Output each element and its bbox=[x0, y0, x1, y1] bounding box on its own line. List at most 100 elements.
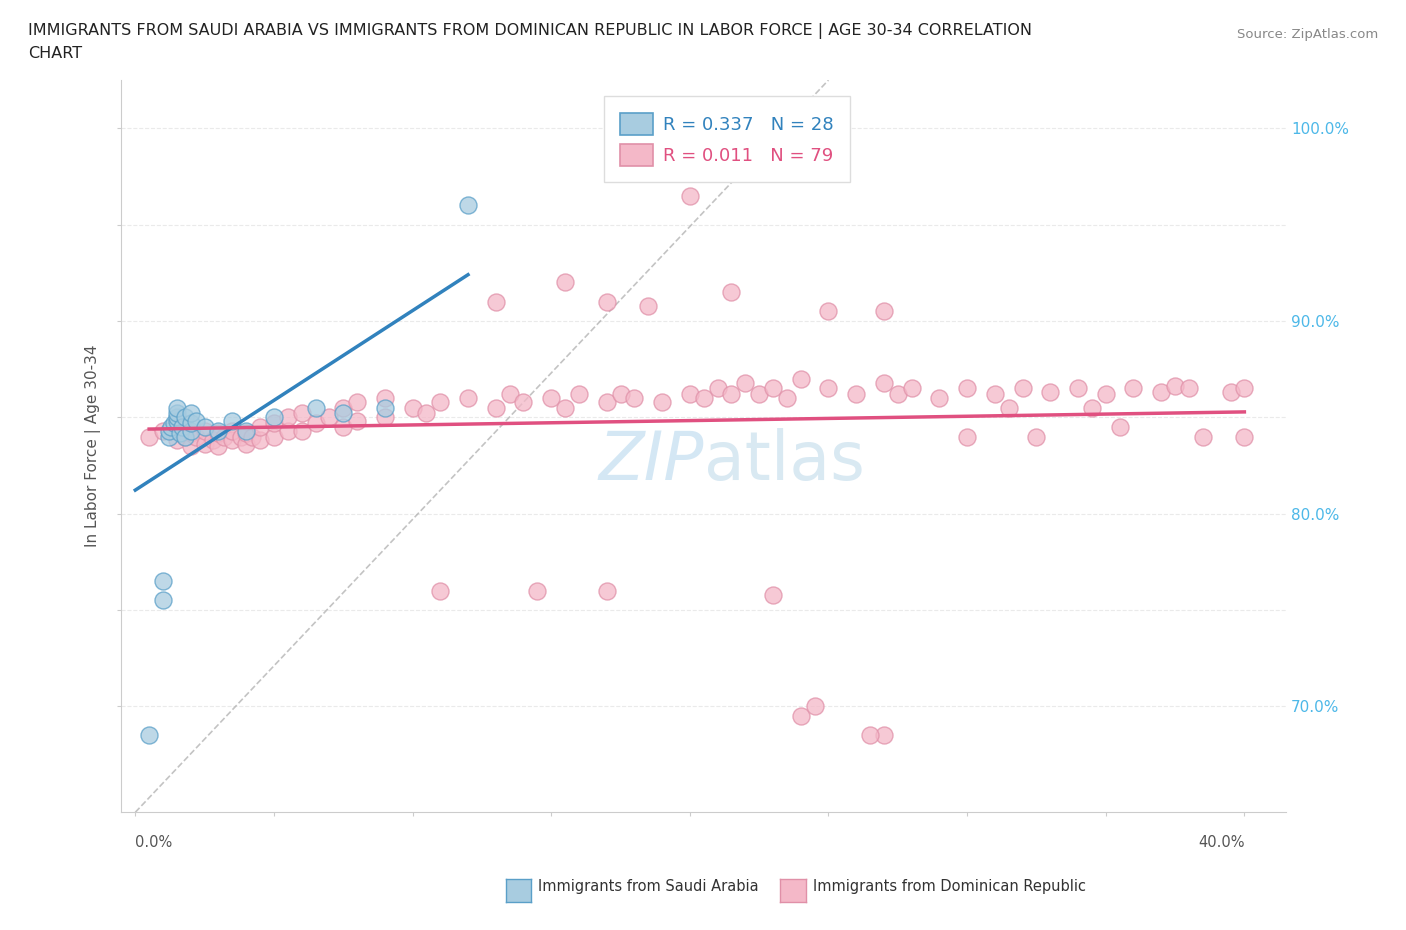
Point bbox=[207, 423, 229, 438]
Point bbox=[304, 416, 326, 431]
Point bbox=[457, 391, 479, 405]
Point bbox=[900, 381, 922, 396]
Point bbox=[180, 439, 202, 454]
Point bbox=[762, 381, 785, 396]
Point bbox=[485, 400, 508, 415]
Point bbox=[1039, 385, 1062, 400]
Point bbox=[166, 419, 188, 434]
Point bbox=[249, 433, 271, 448]
Point bbox=[374, 400, 396, 415]
Point bbox=[152, 593, 174, 608]
Point bbox=[887, 387, 910, 402]
Point bbox=[401, 400, 423, 415]
Text: 40.0%: 40.0% bbox=[1198, 835, 1244, 850]
Point bbox=[1108, 419, 1130, 434]
Point bbox=[277, 423, 299, 438]
Point bbox=[540, 391, 562, 405]
Point bbox=[374, 391, 396, 405]
Point bbox=[679, 188, 702, 203]
Point bbox=[485, 294, 508, 309]
Point bbox=[1233, 381, 1256, 396]
Point bbox=[928, 391, 950, 405]
Point bbox=[180, 416, 202, 431]
Text: CHART: CHART bbox=[28, 46, 82, 61]
Point bbox=[207, 425, 229, 440]
Point bbox=[186, 414, 208, 429]
Point bbox=[180, 406, 202, 421]
Point bbox=[152, 574, 174, 589]
Point bbox=[318, 410, 340, 425]
Point bbox=[235, 437, 257, 452]
Point bbox=[291, 406, 314, 421]
Point bbox=[221, 433, 243, 448]
Point bbox=[595, 583, 617, 598]
Point bbox=[679, 387, 702, 402]
Point bbox=[1122, 381, 1144, 396]
Point bbox=[512, 394, 534, 409]
Point bbox=[748, 387, 770, 402]
Point bbox=[138, 429, 160, 444]
Point bbox=[651, 394, 673, 409]
Point bbox=[790, 371, 813, 386]
Point bbox=[956, 381, 979, 396]
Point bbox=[212, 429, 235, 444]
Point bbox=[1094, 387, 1116, 402]
Point bbox=[277, 410, 299, 425]
Point bbox=[332, 400, 354, 415]
Point bbox=[229, 429, 252, 444]
Point bbox=[609, 387, 631, 402]
Point bbox=[235, 425, 257, 440]
Point bbox=[873, 375, 896, 390]
Point bbox=[166, 400, 188, 415]
Point bbox=[194, 419, 217, 434]
Point bbox=[240, 429, 263, 444]
Point bbox=[1219, 385, 1241, 400]
Point bbox=[623, 391, 645, 405]
Point bbox=[194, 437, 217, 452]
Text: atlas: atlas bbox=[703, 428, 865, 494]
Legend: R = 0.337   N = 28, R = 0.011   N = 79: R = 0.337 N = 28, R = 0.011 N = 79 bbox=[603, 97, 851, 182]
Point bbox=[415, 406, 437, 421]
Point bbox=[1233, 429, 1256, 444]
Point bbox=[374, 410, 396, 425]
Point bbox=[207, 439, 229, 454]
Point bbox=[817, 304, 839, 319]
Point bbox=[692, 391, 714, 405]
Point bbox=[138, 728, 160, 743]
Point bbox=[873, 304, 896, 319]
Point bbox=[1011, 381, 1033, 396]
Point bbox=[984, 387, 1007, 402]
Point bbox=[845, 387, 868, 402]
Point bbox=[429, 394, 451, 409]
Point bbox=[160, 419, 183, 434]
Point bbox=[249, 419, 271, 434]
Point bbox=[174, 429, 197, 444]
Point bbox=[1178, 381, 1201, 396]
Point bbox=[263, 410, 285, 425]
Point bbox=[304, 400, 326, 415]
Point bbox=[706, 381, 728, 396]
Point bbox=[1164, 379, 1187, 394]
Text: 0.0%: 0.0% bbox=[135, 835, 173, 850]
Point bbox=[166, 410, 188, 425]
Point bbox=[174, 429, 197, 444]
Text: Source: ZipAtlas.com: Source: ZipAtlas.com bbox=[1237, 28, 1378, 41]
Point bbox=[172, 419, 194, 434]
Text: IMMIGRANTS FROM SAUDI ARABIA VS IMMIGRANTS FROM DOMINICAN REPUBLIC IN LABOR FORC: IMMIGRANTS FROM SAUDI ARABIA VS IMMIGRAN… bbox=[28, 23, 1032, 39]
Point bbox=[817, 381, 839, 396]
Point bbox=[263, 416, 285, 431]
Point bbox=[734, 375, 756, 390]
Point bbox=[1025, 429, 1047, 444]
Point bbox=[332, 419, 354, 434]
Point bbox=[859, 728, 882, 743]
Point bbox=[554, 400, 576, 415]
Point bbox=[637, 299, 659, 313]
Text: ZIP: ZIP bbox=[599, 428, 703, 494]
Point bbox=[221, 423, 243, 438]
Point bbox=[263, 429, 285, 444]
Point bbox=[568, 387, 591, 402]
Point bbox=[776, 391, 799, 405]
Text: Immigrants from Dominican Republic: Immigrants from Dominican Republic bbox=[813, 879, 1085, 895]
Point bbox=[595, 394, 617, 409]
Point bbox=[152, 423, 174, 438]
